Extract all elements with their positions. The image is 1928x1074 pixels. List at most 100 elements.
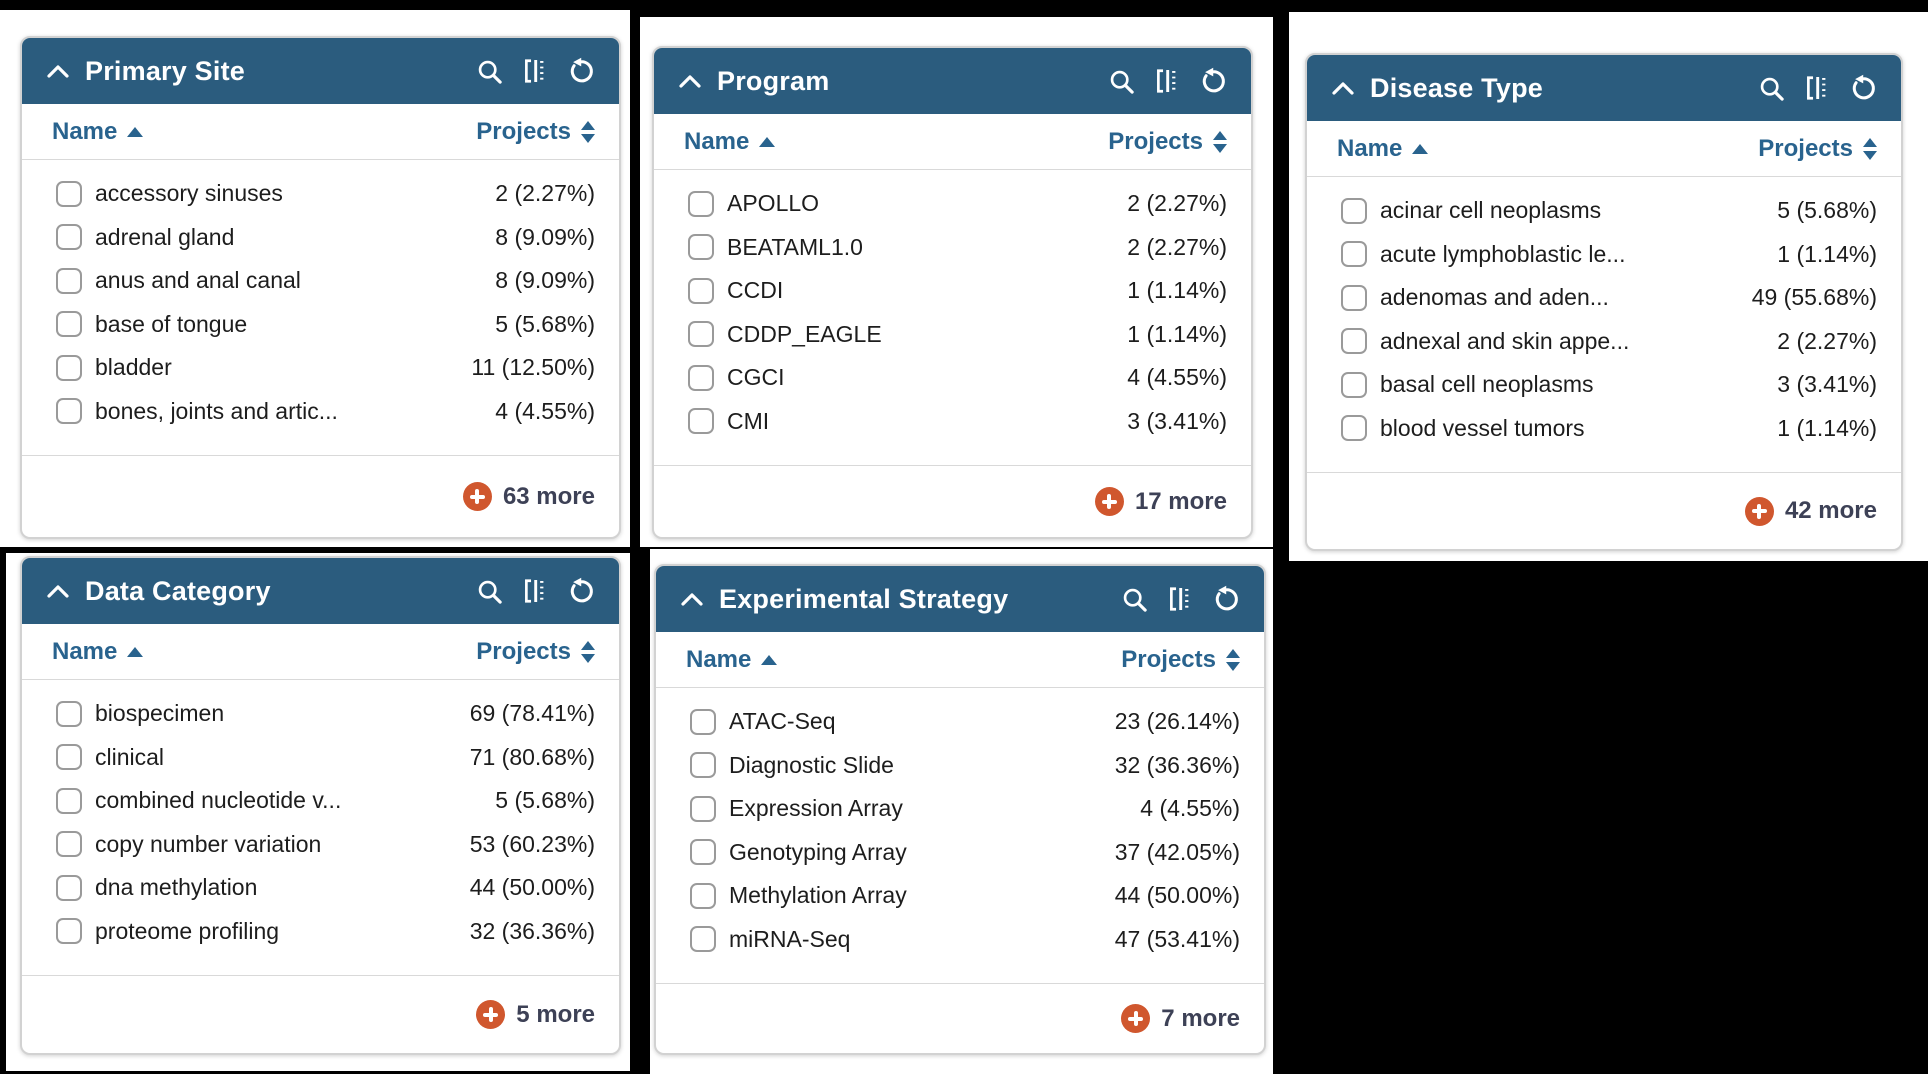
- show-more-button[interactable]: 17 more: [1094, 487, 1227, 516]
- undo-icon[interactable]: [1848, 74, 1877, 103]
- checkbox[interactable]: [56, 180, 82, 207]
- search-icon[interactable]: [1107, 67, 1136, 96]
- checkbox[interactable]: [688, 364, 714, 391]
- facet-value-count: 3 (3.41%): [1777, 371, 1877, 398]
- sort-by-projects-button[interactable]: Projects: [476, 638, 595, 666]
- sort-by-projects-button[interactable]: Projects: [1758, 135, 1877, 163]
- facet-header-actions: [475, 577, 595, 606]
- checkbox[interactable]: [1341, 415, 1367, 442]
- column-header-row: Name Projects: [656, 632, 1264, 688]
- chevron-up-icon[interactable]: [678, 73, 702, 89]
- show-more-button[interactable]: 42 more: [1744, 496, 1877, 526]
- facet-header-actions: [475, 57, 595, 86]
- projects-column-label: Projects: [476, 117, 571, 145]
- checkbox[interactable]: [688, 321, 714, 348]
- facet-value-count: 11 (12.50%): [471, 354, 595, 381]
- facet-card-primary-site: Primary Site Name Projects accessory sin…: [20, 36, 621, 539]
- search-icon[interactable]: [1757, 74, 1786, 103]
- facet-value-label: proteome profiling: [95, 917, 280, 944]
- plus-circle-icon: [1121, 1004, 1151, 1033]
- checkbox[interactable]: [56, 700, 82, 727]
- search-icon[interactable]: [1120, 585, 1149, 614]
- sort-by-name-button[interactable]: Name: [52, 638, 144, 666]
- search-icon[interactable]: [475, 577, 504, 606]
- checkbox[interactable]: [1341, 284, 1367, 311]
- checkbox[interactable]: [56, 354, 82, 381]
- checkbox[interactable]: [56, 787, 82, 814]
- facet-value-count: 2 (2.27%): [1777, 327, 1877, 354]
- checkbox[interactable]: [56, 874, 82, 901]
- flip-facet-icon[interactable]: [1803, 74, 1831, 102]
- facet-value-count: 49 (55.68%): [1751, 284, 1877, 311]
- facet-title: Experimental Strategy: [719, 583, 1009, 614]
- show-more-button[interactable]: 7 more: [1121, 1004, 1240, 1033]
- checkbox[interactable]: [1341, 197, 1367, 224]
- checkbox[interactable]: [688, 190, 714, 217]
- undo-icon[interactable]: [1198, 67, 1227, 96]
- facet-card-experimental-strategy: Experimental Strategy Name Projects ATAC…: [654, 564, 1266, 1055]
- sort-by-name-button[interactable]: Name: [52, 118, 144, 146]
- facet-value-label: CMI: [727, 407, 770, 434]
- facet-value-count: 37 (42.05%): [1114, 838, 1240, 865]
- facet-value-count: 4 (4.55%): [1140, 795, 1240, 822]
- sort-by-projects-button[interactable]: Projects: [1121, 646, 1240, 674]
- sort-by-name-button[interactable]: Name: [684, 128, 776, 156]
- sort-by-projects-button[interactable]: Projects: [476, 118, 595, 146]
- show-more-button[interactable]: 63 more: [462, 482, 595, 511]
- facet-card-data-category: Data Category Name Projects biospecimen: [20, 556, 621, 1055]
- checkbox[interactable]: [690, 839, 716, 866]
- undo-icon[interactable]: [566, 577, 595, 606]
- facet-row: CMI 3 (3.41%): [688, 400, 1227, 444]
- chevron-up-icon[interactable]: [1331, 80, 1355, 96]
- facet-row: CDDP_EAGLE 1 (1.14%): [688, 313, 1227, 357]
- checkbox[interactable]: [56, 267, 82, 294]
- sort-by-name-button[interactable]: Name: [1337, 135, 1429, 163]
- facet-value-count: 3 (3.41%): [1127, 407, 1227, 434]
- column-header-row: Name Projects: [22, 104, 619, 160]
- search-icon[interactable]: [475, 57, 504, 86]
- facet-rows: accessory sinuses 2 (2.27%) adrenal glan…: [22, 160, 619, 455]
- sort-by-name-button[interactable]: Name: [686, 646, 778, 674]
- checkbox[interactable]: [56, 918, 82, 945]
- checkbox[interactable]: [690, 795, 716, 822]
- flip-facet-icon[interactable]: [1166, 585, 1194, 613]
- checkbox[interactable]: [690, 752, 716, 779]
- checkbox[interactable]: [690, 882, 716, 909]
- chevron-up-icon[interactable]: [680, 591, 704, 607]
- checkbox[interactable]: [688, 277, 714, 304]
- checkbox[interactable]: [1341, 241, 1367, 268]
- checkbox[interactable]: [690, 708, 716, 735]
- checkbox[interactable]: [688, 408, 714, 435]
- chevron-up-icon[interactable]: [46, 63, 70, 79]
- flip-facet-icon[interactable]: [1153, 67, 1181, 95]
- facet-row: adenomas and aden... 49 (55.68%): [1341, 276, 1877, 320]
- facet-row: Methylation Array 44 (50.00%): [690, 874, 1240, 918]
- checkbox[interactable]: [56, 311, 82, 338]
- checkbox[interactable]: [56, 224, 82, 251]
- facet-value-count: 69 (78.41%): [469, 700, 595, 727]
- facet-value-count: 8 (9.09%): [495, 223, 595, 250]
- checkbox[interactable]: [1341, 328, 1367, 355]
- flip-facet-icon[interactable]: [521, 577, 549, 605]
- chevron-up-icon[interactable]: [46, 583, 70, 599]
- undo-icon[interactable]: [1211, 585, 1240, 614]
- checkbox[interactable]: [688, 234, 714, 261]
- facet-header: Experimental Strategy: [656, 566, 1264, 632]
- facet-value-label: Diagnostic Slide: [729, 751, 894, 778]
- facet-value-label: adrenal gland: [95, 223, 235, 250]
- triangle-up-down-icon: [1863, 137, 1877, 160]
- show-more-button[interactable]: 5 more: [476, 1000, 595, 1029]
- facet-value-label: miRNA-Seq: [729, 925, 851, 952]
- sort-by-projects-button[interactable]: Projects: [1108, 128, 1227, 156]
- checkbox[interactable]: [1341, 371, 1367, 398]
- checkbox[interactable]: [56, 831, 82, 858]
- facet-value-label: Expression Array: [729, 795, 903, 822]
- facet-title: Disease Type: [1370, 72, 1543, 103]
- flip-facet-icon[interactable]: [521, 57, 549, 85]
- undo-icon[interactable]: [566, 57, 595, 86]
- facet-row: bones, joints and artic... 4 (4.55%): [56, 390, 595, 434]
- checkbox[interactable]: [56, 744, 82, 771]
- checkbox[interactable]: [56, 398, 82, 425]
- facet-value-count: 47 (53.41%): [1114, 925, 1240, 952]
- checkbox[interactable]: [690, 926, 716, 953]
